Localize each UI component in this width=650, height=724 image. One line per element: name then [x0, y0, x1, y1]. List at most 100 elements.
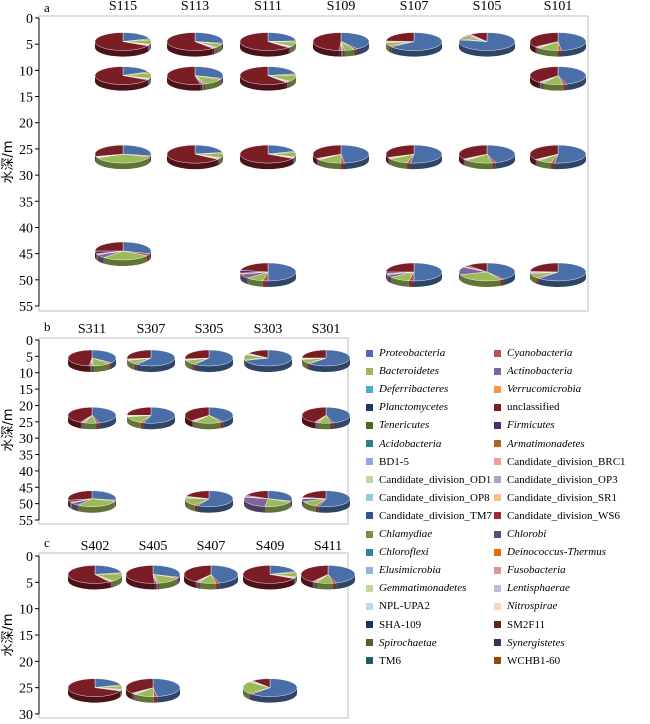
- pie-slice-side: [84, 422, 97, 430]
- pie-slice-side: [90, 365, 92, 372]
- pie-slice-side: [551, 162, 555, 170]
- pie-slice-side: [318, 159, 320, 166]
- pie-slice: [459, 271, 502, 282]
- legend-swatch: [366, 403, 373, 411]
- pie-slice: [318, 490, 351, 507]
- legend-item: Planctomycetes: [366, 398, 448, 416]
- pie-chart: [312, 144, 370, 170]
- legend-swatch: [366, 639, 373, 647]
- station-label: S311: [78, 322, 106, 337]
- pie-slice-side: [103, 255, 147, 267]
- pie-slice-side: [221, 43, 223, 51]
- pie-slice: [166, 66, 201, 85]
- pie-slice-side: [313, 154, 317, 165]
- pie-slice-side: [294, 577, 296, 585]
- pie-slice-side: [185, 498, 195, 512]
- pie-slice-side: [244, 359, 246, 367]
- legend-label: Cyanobacteria: [507, 347, 573, 359]
- legend-label: TM6: [379, 654, 401, 667]
- legend-item: Elusimicrobia: [366, 561, 441, 579]
- pie-chart: [67, 678, 123, 703]
- pie-slice: [557, 66, 587, 85]
- pie-slice: [136, 349, 176, 367]
- legend-swatch: [366, 530, 373, 538]
- pie-slice-side: [184, 574, 196, 588]
- pie-slice-side: [215, 47, 217, 54]
- pie-slice-side: [201, 84, 204, 91]
- pie-slice-side: [563, 84, 567, 91]
- pie-slice-side: [149, 78, 150, 85]
- pie-slice-side: [316, 582, 334, 590]
- legend-label: Spirochaetae: [379, 636, 437, 649]
- pie-slice-side: [289, 75, 296, 88]
- pie-slice-side: [96, 422, 100, 430]
- pie-slice-side: [96, 157, 98, 164]
- legend-swatch: [366, 421, 373, 429]
- legend-label: Firmicutes: [507, 419, 555, 432]
- pie-slice-side: [113, 574, 122, 587]
- pie-slice: [94, 66, 149, 85]
- pie-slice-side: [295, 574, 297, 584]
- pie-slice-side: [386, 42, 390, 52]
- y-tick-label: 20: [19, 655, 33, 670]
- pie-slice-side: [495, 154, 515, 169]
- y-tick-label: 20: [19, 399, 33, 414]
- pie-slice: [385, 262, 415, 273]
- pie-slice: [486, 144, 516, 163]
- pie-slice: [243, 497, 269, 507]
- pie-slice: [267, 66, 296, 76]
- y-tick-label: 25: [19, 416, 33, 431]
- pie-slice-side: [542, 83, 564, 91]
- pie-slice-side: [97, 156, 150, 170]
- legend-item: Deinococcus-Thermus: [494, 543, 606, 561]
- legend-label: NPL-UPA2: [379, 600, 430, 613]
- pie-slice-side: [536, 47, 538, 54]
- pie-slice: [122, 144, 152, 157]
- legend-item: Candidate_division_OP8: [366, 489, 490, 507]
- pie-chart: [301, 407, 351, 430]
- pie-slice-side: [268, 271, 297, 287]
- pie-slice-side: [134, 363, 137, 371]
- pie-slice: [166, 144, 219, 164]
- pie-slice-side: [318, 498, 350, 513]
- pie-slice-side: [388, 157, 390, 165]
- pie-slice-side: [93, 363, 110, 372]
- pie-slice-side: [149, 75, 151, 85]
- legend-item: Deferribacteres: [366, 380, 448, 398]
- pie-slice: [529, 66, 559, 83]
- pie-slice-side: [203, 83, 206, 91]
- pie-chart: [67, 490, 117, 513]
- pie-slice-side: [290, 498, 292, 508]
- legend-swatch: [494, 403, 501, 411]
- y-axis-label: 水深/m: [1, 613, 16, 656]
- legend-item: Candidate_division_OD1: [366, 471, 491, 489]
- pie-slice-side: [167, 75, 201, 91]
- pie-slice-side: [344, 49, 355, 57]
- pie-slice-side: [167, 41, 213, 57]
- pie-slice-side: [68, 687, 121, 703]
- legend-label: Candidate_division_WS6: [507, 509, 621, 522]
- station-label: S107: [400, 0, 429, 14]
- pie-slice: [538, 262, 587, 282]
- pie-slice-side: [285, 82, 288, 89]
- pie-slice: [300, 565, 329, 582]
- pie-slice-side: [200, 84, 202, 91]
- pie-slice: [239, 144, 294, 164]
- pie-slice-side: [313, 41, 340, 57]
- pie-slice-side: [95, 75, 148, 91]
- station-label: S301: [312, 322, 341, 337]
- legend-item: Spirochaetae: [366, 634, 437, 652]
- pie-slice-side: [314, 582, 317, 589]
- y-tick-label: 30: [19, 432, 33, 447]
- pie-slice-side: [530, 273, 537, 284]
- y-tick-label: 15: [19, 383, 33, 398]
- pie-chart: [385, 262, 443, 287]
- pie-slice-side: [535, 159, 537, 166]
- pie-slice-side: [191, 420, 193, 428]
- pie-slice: [196, 490, 234, 507]
- y-tick-label: 5: [26, 576, 33, 591]
- pie-slice: [94, 144, 124, 157]
- legend-swatch: [494, 476, 501, 484]
- legend-item: Bacteroidetes: [366, 362, 439, 380]
- pie-slice: [240, 262, 269, 273]
